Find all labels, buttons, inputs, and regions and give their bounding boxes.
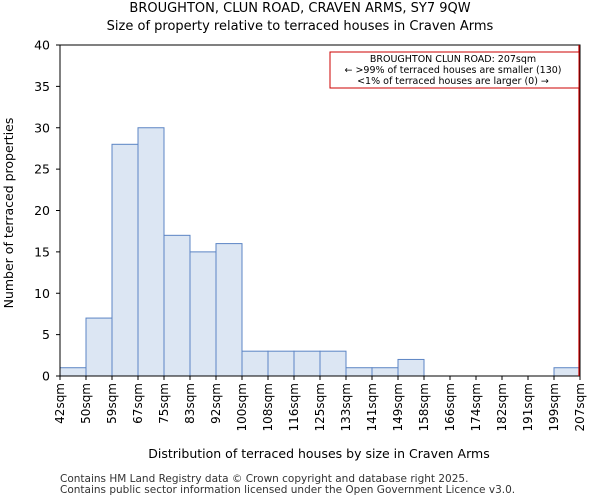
bar-92sqm bbox=[215, 243, 243, 377]
x-tick-label-133sqm: 133sqm bbox=[339, 383, 353, 431]
x-tick-label-100sqm: 100sqm bbox=[235, 383, 249, 431]
x-tick-label-59sqm: 59sqm bbox=[105, 383, 119, 424]
x-tick-label-158sqm: 158sqm bbox=[417, 383, 431, 431]
x-tick-label-207sqm: 207sqm bbox=[573, 383, 587, 431]
x-tick-label-75sqm: 75sqm bbox=[157, 383, 171, 424]
annotation-line-2: ← >99% of terraced houses are smaller (1… bbox=[344, 65, 561, 76]
annotation-box: BROUGHTON CLUN ROAD: 207sqm ← >99% of te… bbox=[329, 51, 580, 89]
bar-149sqm bbox=[397, 358, 425, 377]
x-tick-label-125sqm: 125sqm bbox=[313, 383, 327, 431]
y-axis-ticks: 0 5 10 15 20 25 30 35 40 bbox=[34, 38, 60, 384]
x-tick-label-182sqm: 182sqm bbox=[495, 383, 509, 431]
footer-line-2: Contains public sector information licen… bbox=[60, 484, 516, 496]
y-tick-label: 40 bbox=[34, 38, 50, 53]
x-tick-label-141sqm: 141sqm bbox=[365, 383, 379, 431]
bar-67sqm bbox=[137, 127, 165, 377]
x-tick-label-108sqm: 108sqm bbox=[261, 383, 275, 431]
y-tick-label: 30 bbox=[34, 120, 50, 135]
x-axis-label: Distribution of terraced houses by size … bbox=[148, 446, 489, 461]
plot-frame bbox=[59, 44, 581, 377]
chart-subtitle: Size of property relative to terraced ho… bbox=[106, 19, 494, 34]
bar-50sqm bbox=[85, 317, 113, 377]
bar-125sqm bbox=[319, 350, 347, 377]
x-tick-label-83sqm: 83sqm bbox=[183, 383, 197, 424]
x-tick-label-42sqm: 42sqm bbox=[53, 383, 67, 424]
bar-141sqm bbox=[371, 367, 399, 377]
bar-75sqm bbox=[163, 234, 191, 377]
x-tick-label-92sqm: 92sqm bbox=[209, 383, 223, 424]
bar-59sqm bbox=[111, 143, 139, 377]
bar-133sqm bbox=[345, 367, 373, 377]
bar-100sqm bbox=[241, 350, 269, 377]
y-tick-label: 25 bbox=[34, 162, 50, 177]
x-tick-label-199sqm: 199sqm bbox=[547, 383, 561, 431]
x-tick-label-149sqm: 149sqm bbox=[391, 383, 405, 431]
bar-42sqm bbox=[59, 367, 87, 377]
x-axis-ticks: 42sqm 50sqm 59sqm 67sqm 75sqm 83sqm 92sqm 100sq… bbox=[53, 376, 587, 431]
x-tick-label-50sqm: 50sqm bbox=[79, 383, 93, 424]
bars-group bbox=[59, 127, 581, 377]
y-tick-label: 10 bbox=[34, 286, 50, 301]
y-tick-label: 5 bbox=[42, 327, 50, 342]
annotation-line-3: <1% of terraced houses are larger (0) → bbox=[357, 76, 549, 87]
chart-title: BROUGHTON, CLUN ROAD, CRAVEN ARMS, SY7 9… bbox=[129, 1, 471, 16]
annotation-line-1: BROUGHTON CLUN ROAD: 207sqm bbox=[370, 54, 536, 65]
x-tick-label-174sqm: 174sqm bbox=[469, 383, 483, 431]
bar-108sqm bbox=[267, 350, 295, 377]
annotation-border bbox=[329, 51, 580, 89]
y-tick-label: 20 bbox=[34, 203, 50, 218]
x-tick-label-116sqm: 116sqm bbox=[287, 383, 301, 431]
bar-83sqm bbox=[189, 251, 217, 377]
y-axis-label: Number of terraced properties bbox=[1, 118, 16, 309]
y-tick-label: 0 bbox=[42, 369, 50, 384]
x-tick-label-191sqm: 191sqm bbox=[521, 383, 535, 431]
x-tick-label-67sqm: 67sqm bbox=[131, 383, 145, 424]
x-tick-label-166sqm: 166sqm bbox=[443, 383, 457, 431]
footer-line-1: Contains HM Land Registry data © Crown c… bbox=[60, 473, 469, 485]
bar-199sqm bbox=[553, 367, 581, 377]
y-tick-label: 15 bbox=[34, 244, 50, 259]
bar-116sqm bbox=[293, 350, 321, 377]
y-tick-label: 35 bbox=[34, 79, 50, 94]
